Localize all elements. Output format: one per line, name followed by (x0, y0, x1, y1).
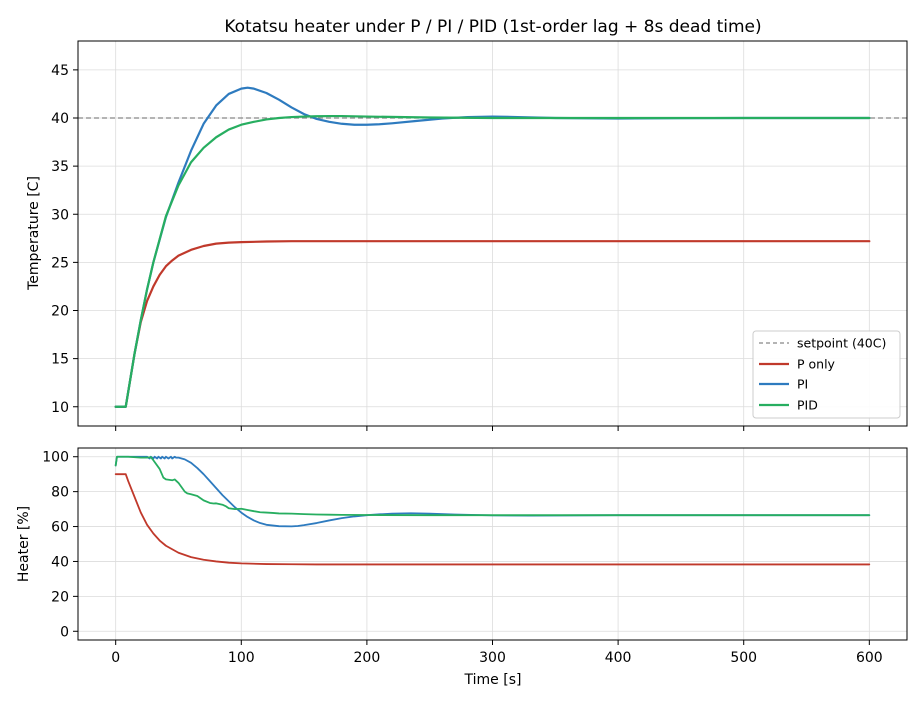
heater-series (114, 455, 871, 566)
temperature-y-tick-label: 10 (51, 400, 69, 416)
heater-y-tick-label: 60 (51, 520, 69, 536)
heater-y-axis-label: Heater [%] (16, 506, 32, 582)
temperature-plot: 10 15 20 25 30 35 40 45 Temperature [C] setpoin… (26, 40, 908, 431)
heater-y-tick-label: 100 (42, 450, 69, 466)
legend-label-p-only: P only (797, 357, 836, 372)
legend-label-pi: PI (797, 377, 808, 392)
x-axis-label: Time [s] (464, 672, 522, 688)
temperature-y-tick-label: 15 (51, 352, 69, 368)
temperature-series-p-only (114, 240, 871, 408)
temperature-y-tick-label: 25 (51, 255, 69, 271)
x-tick-label: 200 (354, 650, 381, 666)
legend-box (752, 330, 901, 419)
heater-plot: 0 100 200 300 400 500 600 0 20 40 60 80 100 Heater [… (16, 447, 908, 688)
legend: setpoint (40C) P only PI PID (752, 330, 901, 419)
temperature-y-tick-label: 40 (51, 111, 69, 127)
chart-title: Kotatsu heater under P / PI / PID (1st-o… (224, 17, 761, 37)
temperature-y-tick-label: 35 (51, 159, 69, 175)
x-tick-label: 600 (856, 650, 883, 666)
temperature-y-axis-label: Temperature [C] (26, 176, 42, 291)
x-tick-label: 100 (228, 650, 255, 666)
heater-series-pi (114, 455, 871, 528)
temperature-y-tick-label: 20 (51, 304, 69, 320)
heater-series-p-only (114, 473, 871, 566)
x-tick-label: 500 (730, 650, 757, 666)
heater-grid (78, 448, 907, 640)
heater-ticks: 0 100 200 300 400 500 600 0 20 40 60 80 100 (42, 450, 882, 666)
heater-y-tick-label: 20 (51, 589, 69, 605)
temperature-series-pid (114, 114, 871, 408)
x-tick-label: 0 (111, 650, 120, 666)
legend-label-pid: PID (797, 398, 818, 413)
legend-label-setpoint: setpoint (40C) (797, 336, 886, 351)
heater-y-tick-label: 40 (51, 554, 69, 570)
heater-series-pid (114, 455, 871, 517)
x-tick-label: 400 (605, 650, 632, 666)
temperature-ticks: 10 15 20 25 30 35 40 45 (51, 63, 870, 431)
x-tick-label: 300 (479, 650, 506, 666)
heater-y-tick-label: 80 (51, 485, 69, 501)
heater-y-tick-label: 0 (60, 624, 69, 640)
temperature-y-tick-label: 30 (51, 207, 69, 223)
temperature-series (114, 86, 871, 408)
temperature-y-tick-label: 45 (51, 63, 69, 79)
